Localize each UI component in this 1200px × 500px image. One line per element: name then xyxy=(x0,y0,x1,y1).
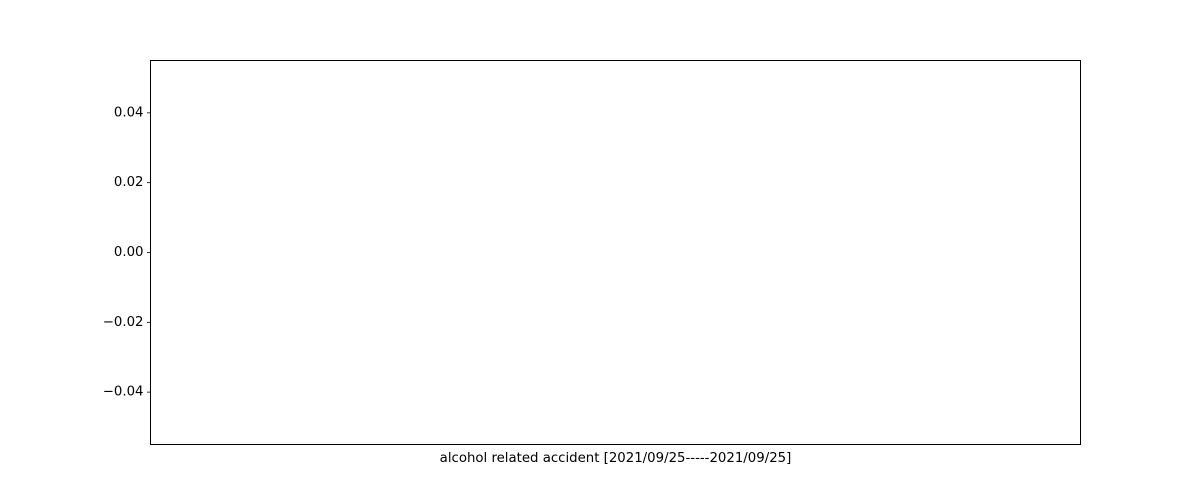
y-tick-label: −0.04 xyxy=(103,385,144,400)
y-tick-label: 0.02 xyxy=(114,175,144,190)
y-axis: 0.04 0.02 0.00 −0.02 −0.04 xyxy=(103,105,151,400)
y-tick-label: 0.00 xyxy=(114,245,144,260)
y-tick-label: 0.04 xyxy=(114,105,144,120)
plot-area: 0.04 0.02 0.00 −0.02 −0.04 xyxy=(103,60,1081,445)
x-axis-label: alcohol related accident [2021/09/25----… xyxy=(440,451,792,466)
y-tick-label: −0.02 xyxy=(103,315,144,330)
